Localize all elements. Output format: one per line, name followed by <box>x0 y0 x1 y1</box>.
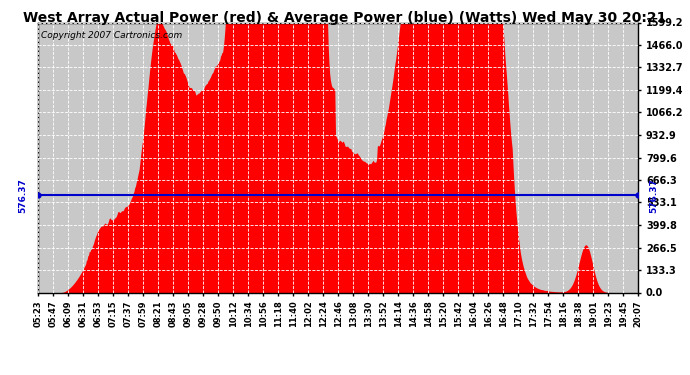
Text: 576.37: 576.37 <box>19 178 28 213</box>
Text: Copyright 2007 Cartronics.com: Copyright 2007 Cartronics.com <box>41 31 182 40</box>
Text: West Array Actual Power (red) & Average Power (blue) (Watts) Wed May 30 20:21: West Array Actual Power (red) & Average … <box>23 11 667 25</box>
Text: 576.37: 576.37 <box>649 178 658 213</box>
